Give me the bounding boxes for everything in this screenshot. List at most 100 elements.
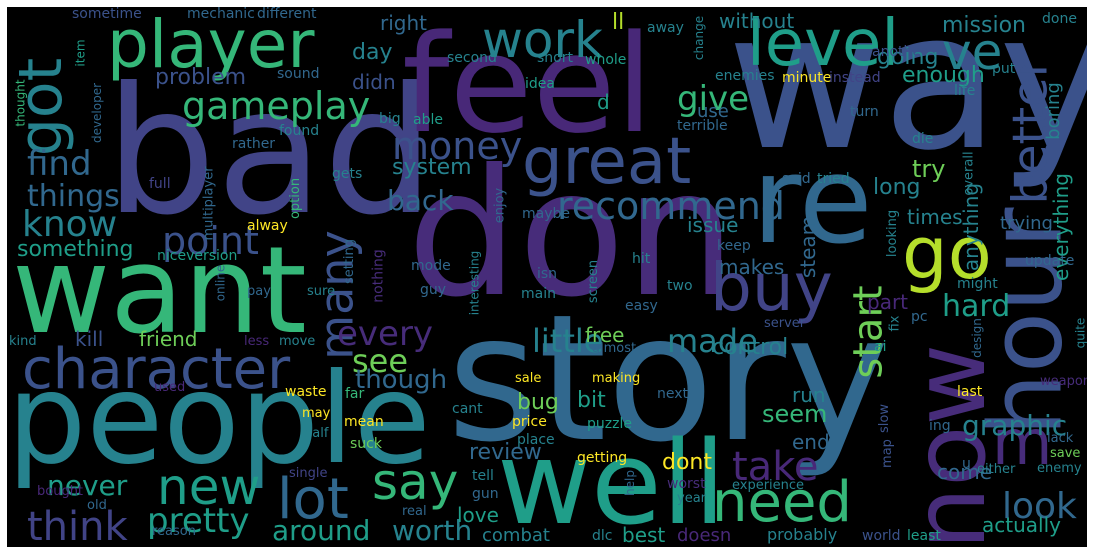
word-put: put [992, 61, 1016, 77]
word-buy: buy [710, 249, 833, 326]
word-m: m [992, 406, 1053, 479]
word-multiplayer: multiplayer [201, 166, 217, 241]
word-idea: idea [525, 76, 555, 92]
word-see: see [352, 342, 409, 380]
word-able: able [413, 112, 443, 128]
word-worth: worth [392, 514, 473, 547]
word-big: big [379, 111, 401, 127]
word-best: best [622, 523, 666, 547]
word-mission: mission [942, 13, 1026, 38]
word-turn: turn [850, 104, 879, 120]
word-nothing: nothing [370, 249, 387, 303]
word-graphic: graphic [962, 409, 1068, 442]
word-year: year [677, 491, 707, 506]
word-ve: ve [942, 23, 1003, 81]
word-mechanic: mechanic [187, 7, 255, 22]
word-take: take [732, 444, 819, 490]
word-enough: enough [902, 63, 985, 88]
word-look: look [1002, 486, 1077, 527]
word-help: help [622, 470, 637, 496]
word-lack: lack [1047, 431, 1074, 446]
word-enemy: enemy [1037, 461, 1082, 476]
word-option: option [288, 177, 304, 220]
word-keep: keep [717, 238, 751, 254]
word-say: say [372, 453, 459, 511]
word-said: said [782, 171, 811, 187]
word-bug: bug [517, 390, 559, 415]
word-save: save [1050, 446, 1081, 461]
word-pay: pay [247, 284, 271, 299]
word-dont: dont [662, 450, 712, 475]
word-half: half [304, 426, 329, 441]
word-bit: bit [577, 388, 606, 413]
word-world: world [862, 528, 901, 544]
word-ing: ing [929, 418, 951, 434]
word-combat: combat [482, 525, 550, 546]
word-way: way [727, 7, 1087, 192]
word-didn: didn [352, 70, 396, 94]
word-ai: ai [874, 339, 887, 355]
word-isn: isn [537, 266, 558, 282]
word-lot: lot [277, 467, 349, 532]
word-pc: pc [911, 309, 928, 325]
word-minute: minute [782, 70, 832, 86]
word-going: going [877, 45, 939, 70]
word-things: things [27, 179, 120, 214]
word-main: main [521, 286, 556, 302]
word-weapon: weapon [1040, 374, 1087, 389]
word-map: map [879, 439, 895, 468]
word-mode: mode [411, 258, 451, 274]
word-change: change [692, 15, 707, 61]
word-system: system [392, 155, 472, 180]
word-friend: friend [139, 327, 198, 351]
word-run: run [792, 383, 826, 407]
word-day: day [352, 40, 393, 65]
word-different: different [257, 7, 317, 22]
word-screen: screen [586, 259, 602, 304]
word-two: two [667, 278, 693, 294]
word-issue: issue [687, 213, 739, 237]
word-found: found [279, 123, 320, 139]
word-reason: reason [152, 524, 196, 539]
word-less: less [244, 334, 270, 349]
word-puzzle: puzzle [587, 416, 632, 432]
word-character: character [22, 337, 291, 402]
word-experience: experience [732, 478, 805, 493]
word-give: give [677, 79, 750, 119]
word-waste: waste [285, 384, 327, 400]
word-re: re [752, 132, 873, 271]
word-know: know [22, 204, 118, 245]
word-sale: sale [515, 371, 542, 386]
word-old: old [87, 498, 107, 513]
word-makes: makes [719, 255, 785, 279]
word-server: server [764, 316, 806, 331]
word-level: level [747, 7, 900, 81]
word-quite: quite [1073, 317, 1087, 349]
word-think: think [27, 504, 128, 547]
word-second: second [447, 50, 497, 66]
word-kind: kind [9, 334, 37, 349]
word-problem: problem [155, 65, 247, 90]
word-enemies: enemies [715, 68, 775, 84]
word-easy: easy [625, 298, 658, 314]
word-something: something [17, 237, 134, 262]
word-every: every [337, 314, 434, 354]
word-kill: kill [75, 327, 104, 351]
word-rather: rather [232, 136, 276, 152]
word-don: don [407, 133, 737, 336]
word-need: need [712, 470, 852, 535]
word-right: right [380, 11, 427, 35]
word-come: come [937, 460, 993, 484]
word-new: new [157, 458, 261, 516]
word-might: might [957, 276, 998, 292]
word-around: around [272, 514, 371, 547]
word-well: well [497, 417, 726, 547]
word-probably: probably [767, 525, 838, 544]
word-maybe: maybe [522, 206, 571, 222]
word-far: far [345, 386, 365, 402]
word-story: story [447, 278, 890, 481]
word-mean: mean [344, 414, 384, 430]
word-alway: alway [247, 218, 288, 234]
word-made: made [667, 322, 758, 360]
word-hard: hard [942, 289, 1011, 324]
